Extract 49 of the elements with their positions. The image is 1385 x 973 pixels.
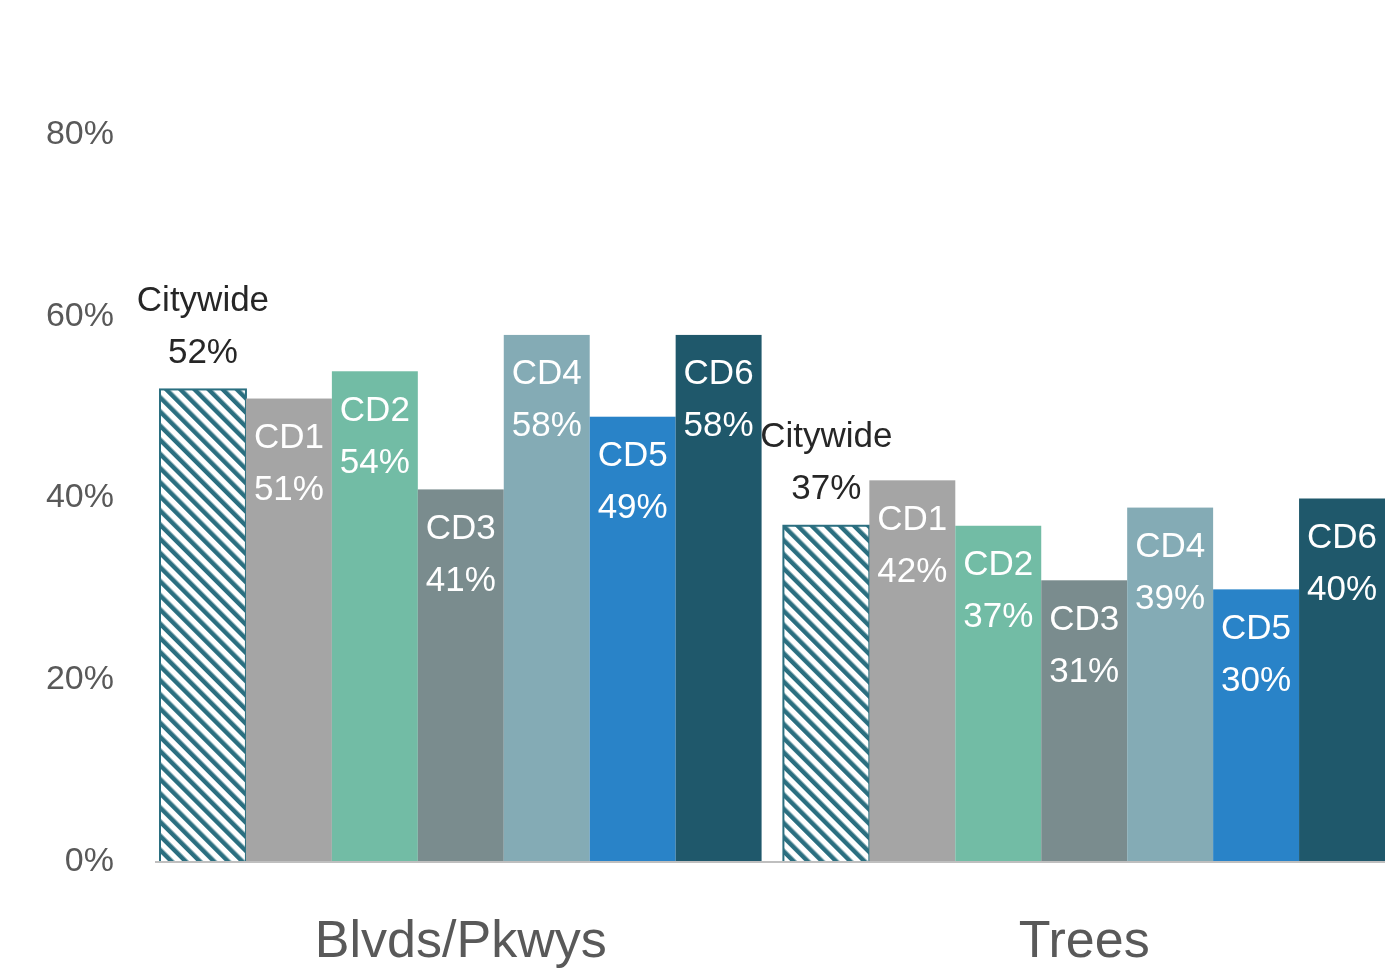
bar xyxy=(782,524,871,863)
data-label: 41% xyxy=(425,558,496,598)
bar xyxy=(675,334,762,862)
bar xyxy=(1213,589,1300,862)
text: CD2 xyxy=(963,543,1034,583)
y-tick-label: 60% xyxy=(45,294,114,333)
series-label: CD1 xyxy=(877,497,948,537)
text: CD6 xyxy=(1307,515,1378,555)
bar xyxy=(589,416,676,862)
y-tick-label: 80% xyxy=(45,112,114,151)
data-label: 39% xyxy=(1135,576,1206,616)
data-label: 58% xyxy=(683,404,754,444)
text: CD5 xyxy=(1221,606,1292,646)
data-label: 37% xyxy=(963,595,1034,635)
series-label: CD6 xyxy=(683,352,754,392)
bar xyxy=(1041,580,1128,862)
text: CD4 xyxy=(1135,524,1206,564)
bar xyxy=(417,489,504,862)
bar xyxy=(245,398,332,862)
data-label: 52% xyxy=(167,330,238,370)
y-tick-label: 40% xyxy=(45,476,114,515)
text: CD3 xyxy=(425,506,496,546)
bar xyxy=(1299,498,1385,862)
series-label: CD3 xyxy=(1049,597,1120,637)
data-label: 58% xyxy=(511,404,582,444)
y-tick-label: 0% xyxy=(64,839,114,878)
x-tick-label: Trees xyxy=(1018,909,1150,968)
data-label: 42% xyxy=(877,549,948,589)
data-label: 49% xyxy=(597,485,668,525)
y-tick-label: 20% xyxy=(45,658,114,697)
bar xyxy=(503,334,590,862)
data-label: 31% xyxy=(1049,649,1120,689)
text: Citywide xyxy=(136,278,270,318)
data-label: 51% xyxy=(253,467,324,507)
series-label: CD5 xyxy=(597,433,668,473)
data-label: 30% xyxy=(1221,658,1292,698)
bar xyxy=(159,388,247,863)
series-label: CD2 xyxy=(339,388,410,428)
bar xyxy=(955,525,1042,862)
data-label: 40% xyxy=(1307,567,1378,607)
bar xyxy=(1127,507,1214,862)
text: Citywide xyxy=(760,415,893,455)
bar xyxy=(331,371,418,862)
bar xyxy=(869,480,956,862)
data-label: 54% xyxy=(339,440,410,480)
series-label: CD4 xyxy=(511,352,582,392)
text: CD1 xyxy=(253,415,324,455)
data-label: 37% xyxy=(791,467,862,507)
x-tick-label: Blvds/Pkwys xyxy=(314,909,607,968)
